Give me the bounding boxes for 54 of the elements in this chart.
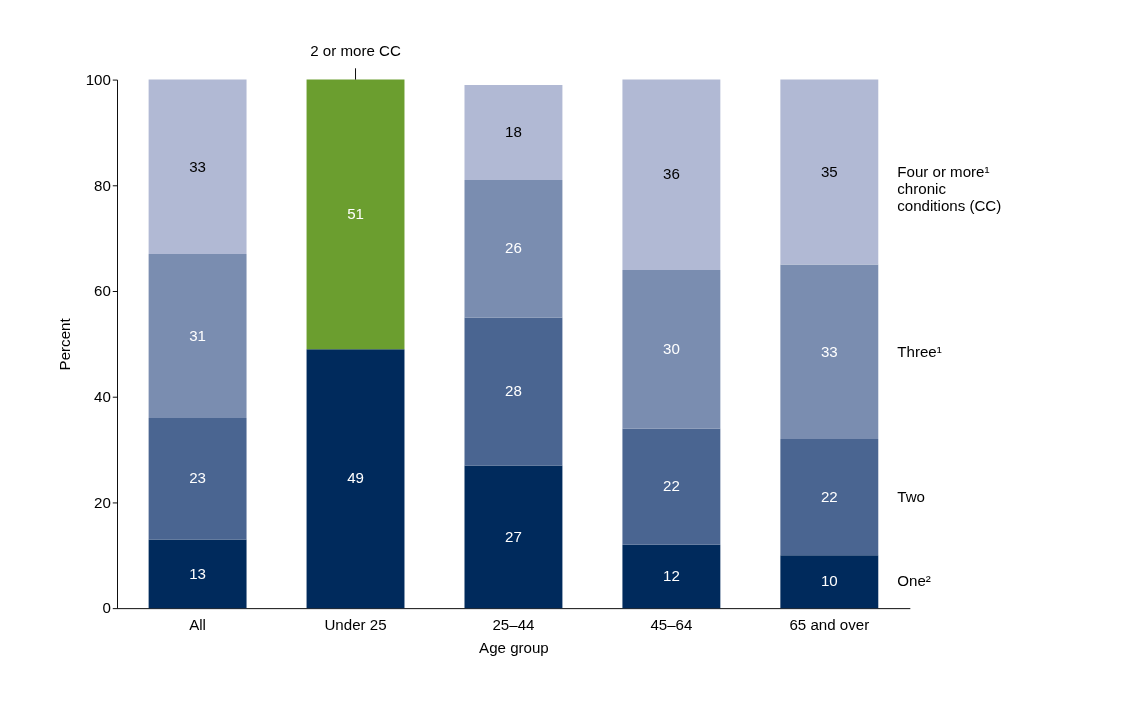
bar [780, 264, 879, 440]
y-tick-label: 100 [85, 70, 111, 88]
x-axis-title: Age group [479, 639, 549, 656]
x-tick-label: 25–44 [492, 616, 535, 634]
data-label: 27 [505, 527, 522, 545]
data-label: 31 [189, 326, 206, 344]
bar [464, 465, 563, 609]
bar [464, 317, 563, 466]
series-label: 2 or more CC [310, 42, 401, 60]
series-label: Four or more¹ chronic conditions (CC) [897, 162, 1002, 214]
data-label: 30 [662, 339, 680, 357]
data-label: 49 [347, 469, 364, 487]
data-label: 22 [820, 487, 838, 505]
x-tick-label: 65 and over [789, 616, 870, 634]
y-tick-label: 60 [94, 282, 111, 300]
y-tick-label: 80 [94, 176, 111, 194]
data-label: 23 [189, 469, 206, 487]
bar [464, 84, 563, 181]
bar [780, 79, 879, 265]
data-label: 26 [505, 239, 522, 257]
x-tick-label: All [189, 616, 206, 634]
y-axis-title: Percent [55, 317, 73, 371]
bar [780, 555, 879, 609]
data-label: 36 [662, 165, 680, 183]
data-label: 12 [662, 567, 680, 585]
bar [464, 180, 563, 318]
series-label: Two [897, 487, 925, 505]
bar [306, 79, 405, 350]
data-label: 22 [662, 477, 680, 495]
data-label: 33 [189, 157, 206, 175]
x-tick-label: Under 25 [324, 616, 387, 634]
x-tick-label: 45–64 [650, 616, 693, 634]
bar [780, 439, 879, 556]
series-label: Three¹ [897, 342, 942, 360]
bar [148, 79, 247, 255]
bar [148, 539, 247, 609]
bar [306, 349, 405, 609]
data-label: 35 [820, 162, 838, 180]
bar [622, 428, 721, 545]
data-label: 33 [820, 342, 838, 360]
bar [622, 544, 721, 609]
series-label: One² [897, 572, 931, 590]
data-label: 13 [189, 564, 206, 582]
data-label: 51 [347, 205, 364, 223]
y-tick-label: 40 [94, 387, 111, 405]
bar [622, 269, 721, 429]
data-label: 10 [820, 572, 838, 590]
bar [148, 417, 247, 540]
data-label: 18 [505, 123, 522, 141]
bar [148, 254, 247, 418]
bar [622, 79, 721, 270]
data-label: 28 [505, 382, 522, 400]
y-tick-label: 0 [102, 599, 111, 617]
y-tick-label: 20 [94, 493, 111, 511]
